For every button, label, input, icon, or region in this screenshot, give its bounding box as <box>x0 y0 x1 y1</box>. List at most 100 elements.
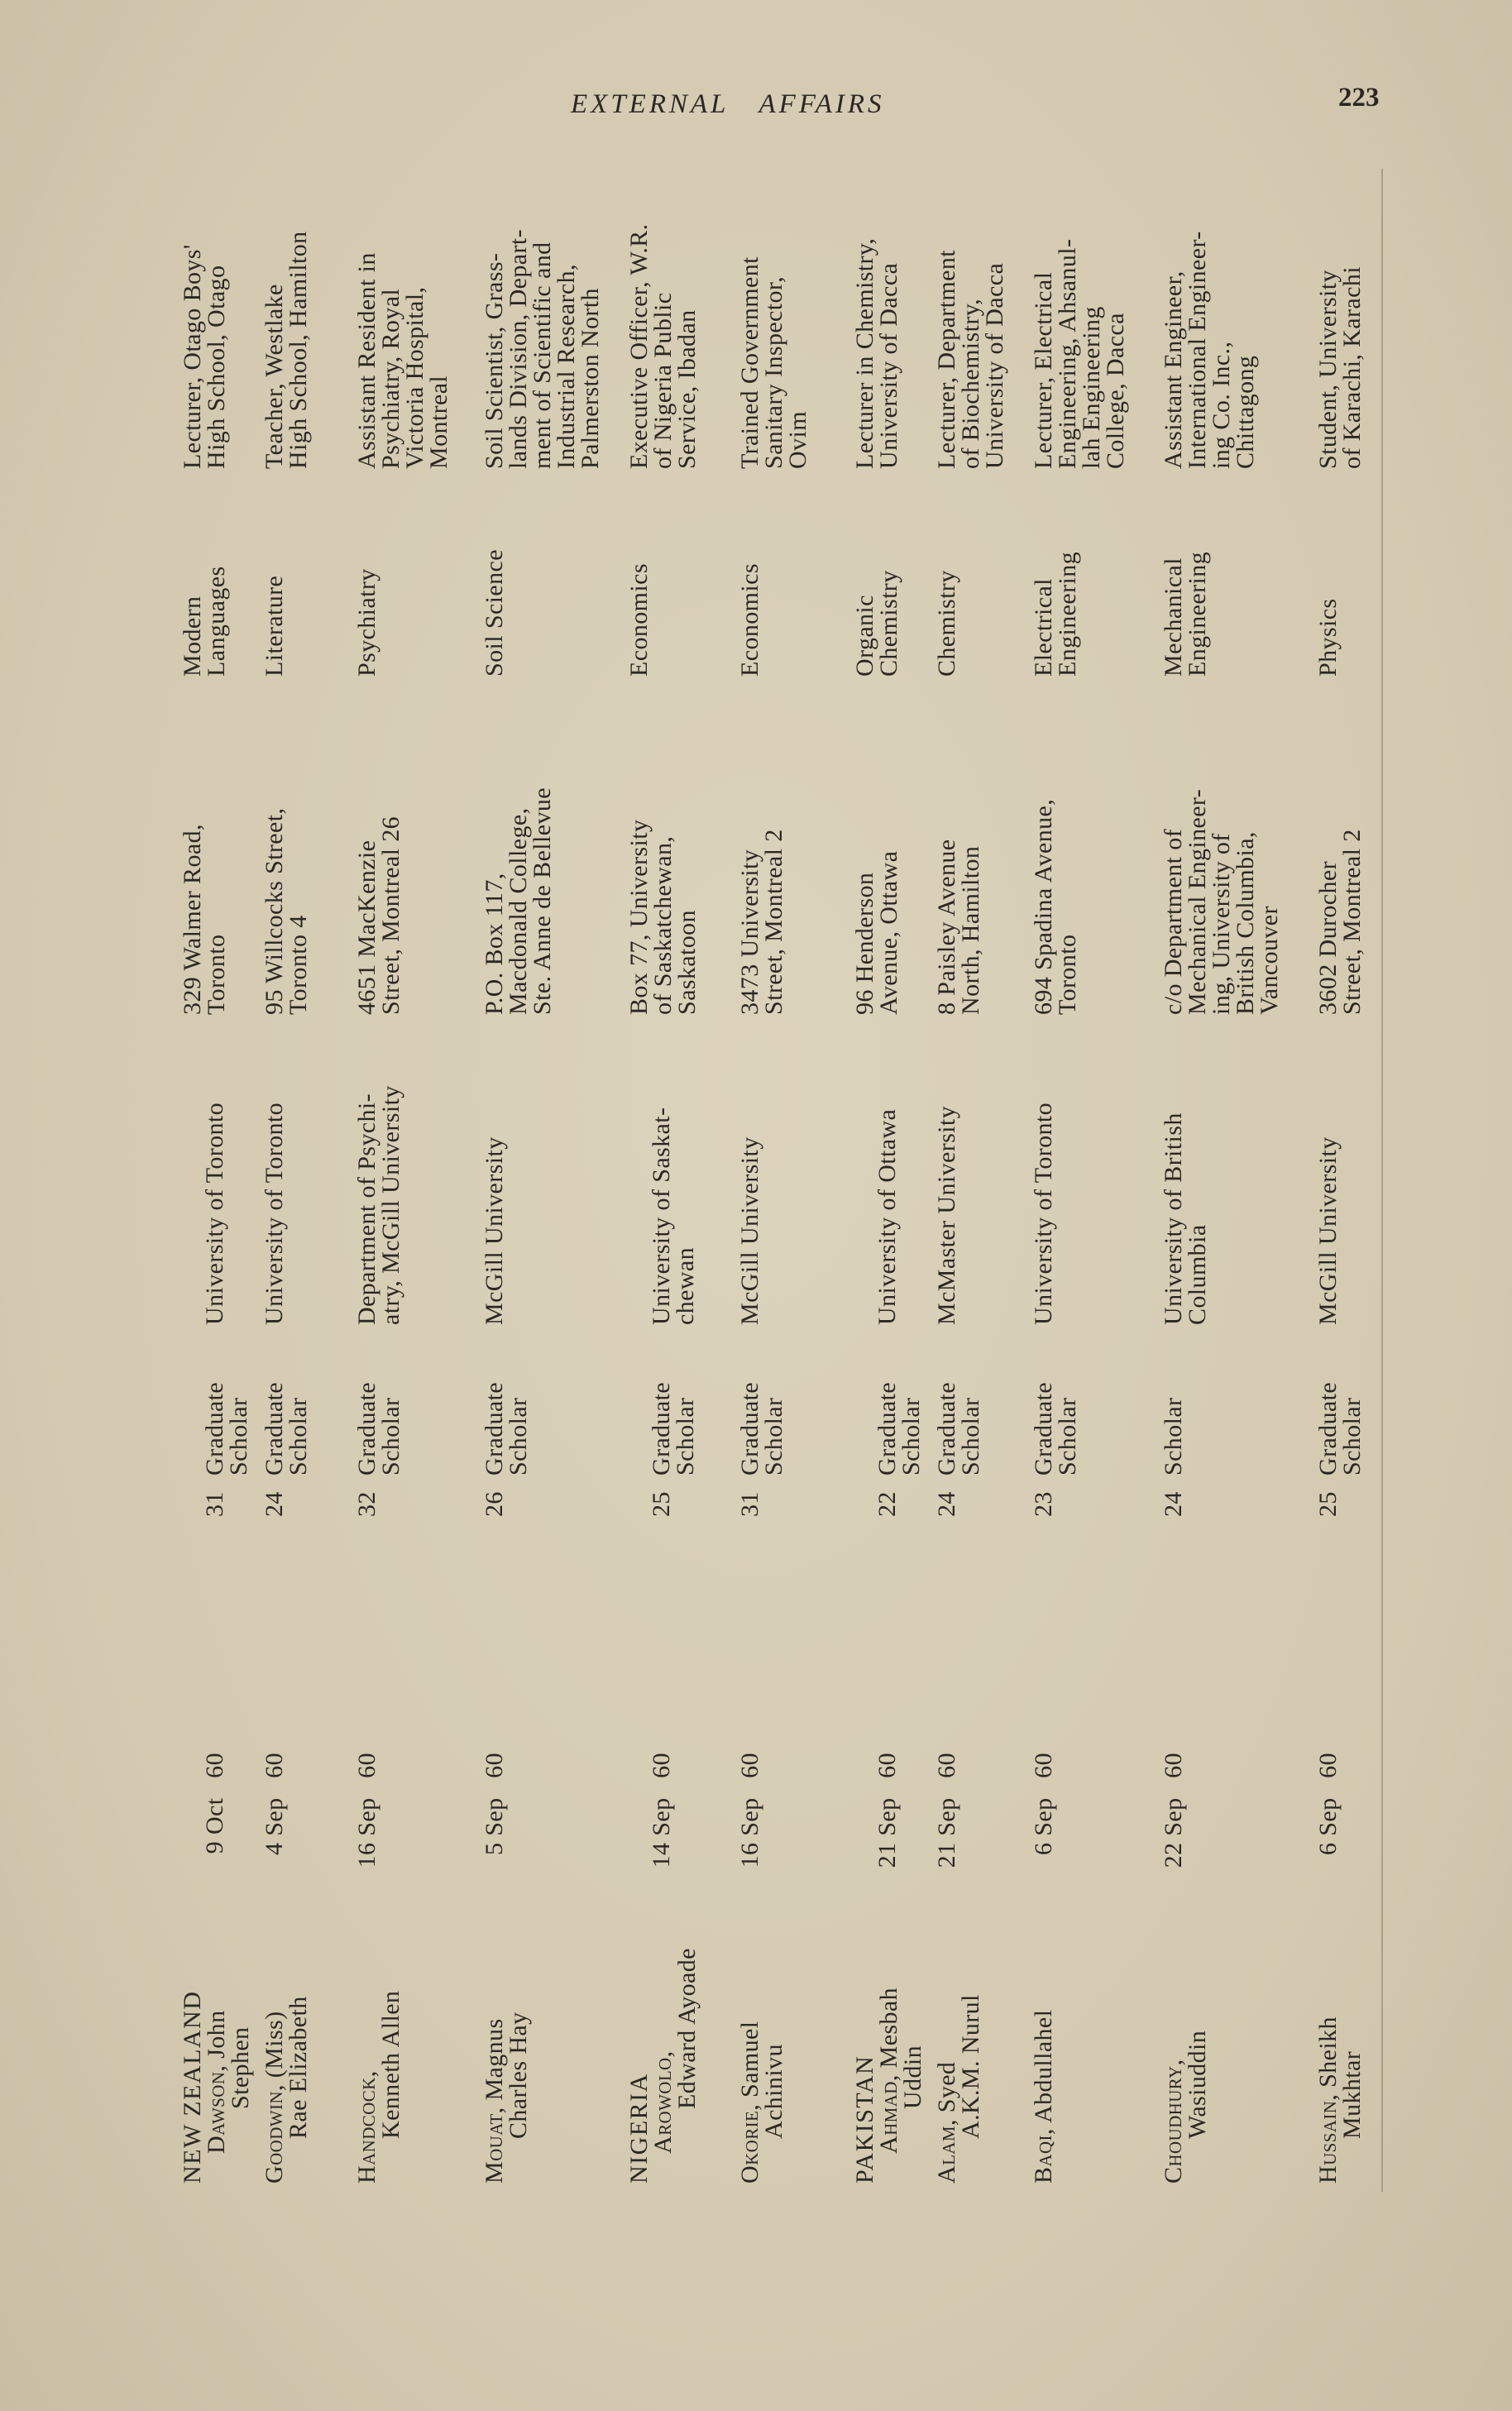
position-cell: Teacher, Westlake High School, Hamilton <box>261 231 312 469</box>
field-of-study-cell: Physics <box>1314 598 1342 677</box>
position-line: Lecturer, Department <box>933 250 960 469</box>
university-line: University of Toronto <box>261 1102 288 1325</box>
address-cell: 329 Walmer Road, Toronto <box>179 824 230 1015</box>
university-cell: University of Ottawa <box>873 1108 901 1325</box>
position-cell: Soil Scientist, Grass-lands Division, De… <box>481 229 604 469</box>
position-line: of Karachi, Karachi <box>1338 266 1366 469</box>
award-line: Graduate <box>481 1381 508 1476</box>
name-cell: NIGERIA Arowolo, Edward Ayoade <box>625 1894 701 2184</box>
position-line: of Biochemistry, <box>957 298 984 469</box>
name-line: Okorie, Samuel <box>736 1894 763 2184</box>
name-line: Handcock, <box>353 1894 380 2184</box>
university-line: chewan <box>672 1246 699 1325</box>
name-line: Choudhury, <box>1160 1894 1187 2184</box>
award-line: Scholar <box>505 1397 532 1476</box>
field-of-study-cell: Mechanical Engineering <box>1160 552 1211 677</box>
table-rule <box>1381 169 1383 2192</box>
award-line: Graduate <box>1314 1381 1342 1476</box>
running-head-word: EXTERNAL <box>571 89 730 119</box>
field-of-study-cell: Economics <box>625 563 653 677</box>
address-line: of Saskatchewan, <box>649 835 677 1015</box>
age-cell: 25 <box>648 1491 675 1517</box>
university-cell: McGill University <box>481 1136 508 1325</box>
field-of-study-cell: Chemistry <box>933 570 960 677</box>
address-line: c/o Department of <box>1160 828 1187 1015</box>
arrival-year: 60 <box>648 1753 675 1778</box>
position-line: University of Dacca <box>981 262 1008 469</box>
arrival-date: 6 Sep <box>1314 1797 1342 1856</box>
position-line: Industrial Research, <box>553 264 580 469</box>
position-line: Engineering, Ahsanul- <box>1054 238 1081 469</box>
age-cell: 26 <box>481 1491 508 1517</box>
name-continuation: Kenneth Allen <box>377 1990 404 2139</box>
address-line: 4651 MacKenzie <box>353 840 380 1015</box>
age-cell: 24 <box>261 1491 288 1517</box>
name-line: Alam, Syed <box>933 1894 960 2184</box>
running-head: EXTERNAL AFFAIRS <box>571 89 885 120</box>
address-line: Ste. Anne de Bellevue <box>529 787 556 1015</box>
position-line: Victoria Hospital, <box>401 286 428 469</box>
name-continuation: Charles Hay <box>505 2012 532 2139</box>
award-line: Scholar <box>285 1397 312 1476</box>
arrival-date-cell: 16 Sep 60 <box>736 1753 763 1894</box>
position-line: Chittagong <box>1232 355 1259 469</box>
field-of-study-cell: Psychiatry <box>353 568 380 677</box>
university-cell: University of Toronto <box>1030 1102 1057 1325</box>
field-of-study-line: Physics <box>1314 598 1342 677</box>
age-cell: 31 <box>201 1491 228 1517</box>
position-line: College, Dacca <box>1102 313 1129 469</box>
university-line: McMaster University <box>933 1105 960 1325</box>
arrival-date: 6 Sep <box>1030 1797 1057 1856</box>
award-line: Scholar <box>1338 1397 1366 1476</box>
address-line: Street, Montreal 2 <box>1338 829 1366 1015</box>
arrival-date: 4 Sep <box>261 1797 288 1856</box>
name-continuation: A.K.M. Nurul <box>957 1994 984 2139</box>
arrival-year: 60 <box>481 1753 508 1778</box>
position-line: of Nigeria Public <box>649 292 677 469</box>
name-line: Dawson, John <box>203 1894 230 2184</box>
age-cell: 22 <box>873 1491 901 1517</box>
position-line: Soil Scientist, Grass- <box>481 252 508 469</box>
position-line: Trained Government <box>736 256 763 469</box>
university-cell: University of Saskat-chewan <box>648 1107 699 1325</box>
age-cell: 25 <box>1314 1491 1342 1517</box>
field-of-study-line: Mechanical <box>1160 557 1187 677</box>
field-of-study-cell: Soil Science <box>481 549 508 677</box>
position-line: Palmerston North <box>577 288 604 469</box>
address-line: P.O. Box 117, <box>481 873 508 1015</box>
name-cell: Choudhury, Wasiuddin <box>1160 1894 1211 2184</box>
arrival-date: 14 Sep <box>648 1797 675 1868</box>
arrival-date-cell: 6 Sep 60 <box>1314 1753 1342 1894</box>
award-cell: Graduate Scholar <box>1314 1381 1366 1476</box>
country-heading: NIGERIA <box>625 2073 653 2184</box>
age-cell: 32 <box>353 1491 380 1517</box>
award-line: Graduate <box>1030 1381 1057 1476</box>
award-cell: Graduate Scholar <box>873 1382 925 1476</box>
university-line: University of Toronto <box>1030 1102 1057 1325</box>
position-line: Lecturer in Chemistry, <box>851 237 878 469</box>
position-line: High School, Otago <box>203 265 230 469</box>
address-line: 95 Willcocks Street, <box>261 807 288 1015</box>
arrival-date-cell: 4 Sep 60 <box>261 1753 288 1894</box>
award-line: Scholar <box>897 1397 925 1476</box>
name-line: Arowolo, <box>649 1894 677 2184</box>
arrival-date-cell: 9 Oct 60 <box>201 1753 228 1894</box>
award-cell: Graduate Scholar <box>648 1382 699 1476</box>
arrival-date-cell: 6 Sep 60 <box>1030 1753 1057 1894</box>
address-line: Macdonald College, <box>505 807 532 1015</box>
university-cell: University of British Columbia <box>1160 1112 1211 1325</box>
university-line: University of Ottawa <box>873 1108 901 1325</box>
address-line: 3473 University <box>736 849 763 1015</box>
name-continuation: Edward Ayoade <box>673 1948 701 2109</box>
field-of-study-line: Languages <box>203 566 230 677</box>
position-cell: Lecturer, Department of Biochemistry, Univ… <box>933 250 1008 469</box>
given-names: , Abdullahel <box>1030 2009 1057 2136</box>
name-continuation: Uddin <box>899 2045 926 2109</box>
address-line: British Columbia, <box>1232 831 1259 1015</box>
name-cell: Goodwin, (Miss) Rae Elizabeth <box>261 1894 312 2184</box>
award-cell: Graduate Scholar <box>933 1382 984 1476</box>
university-line: University of British <box>1160 1112 1187 1325</box>
position-cell: Executive Officer, W.R. of Nigeria Public… <box>625 223 701 469</box>
position-line: Lecturer, Electrical <box>1030 271 1057 469</box>
position-line: Montreal <box>425 375 452 469</box>
